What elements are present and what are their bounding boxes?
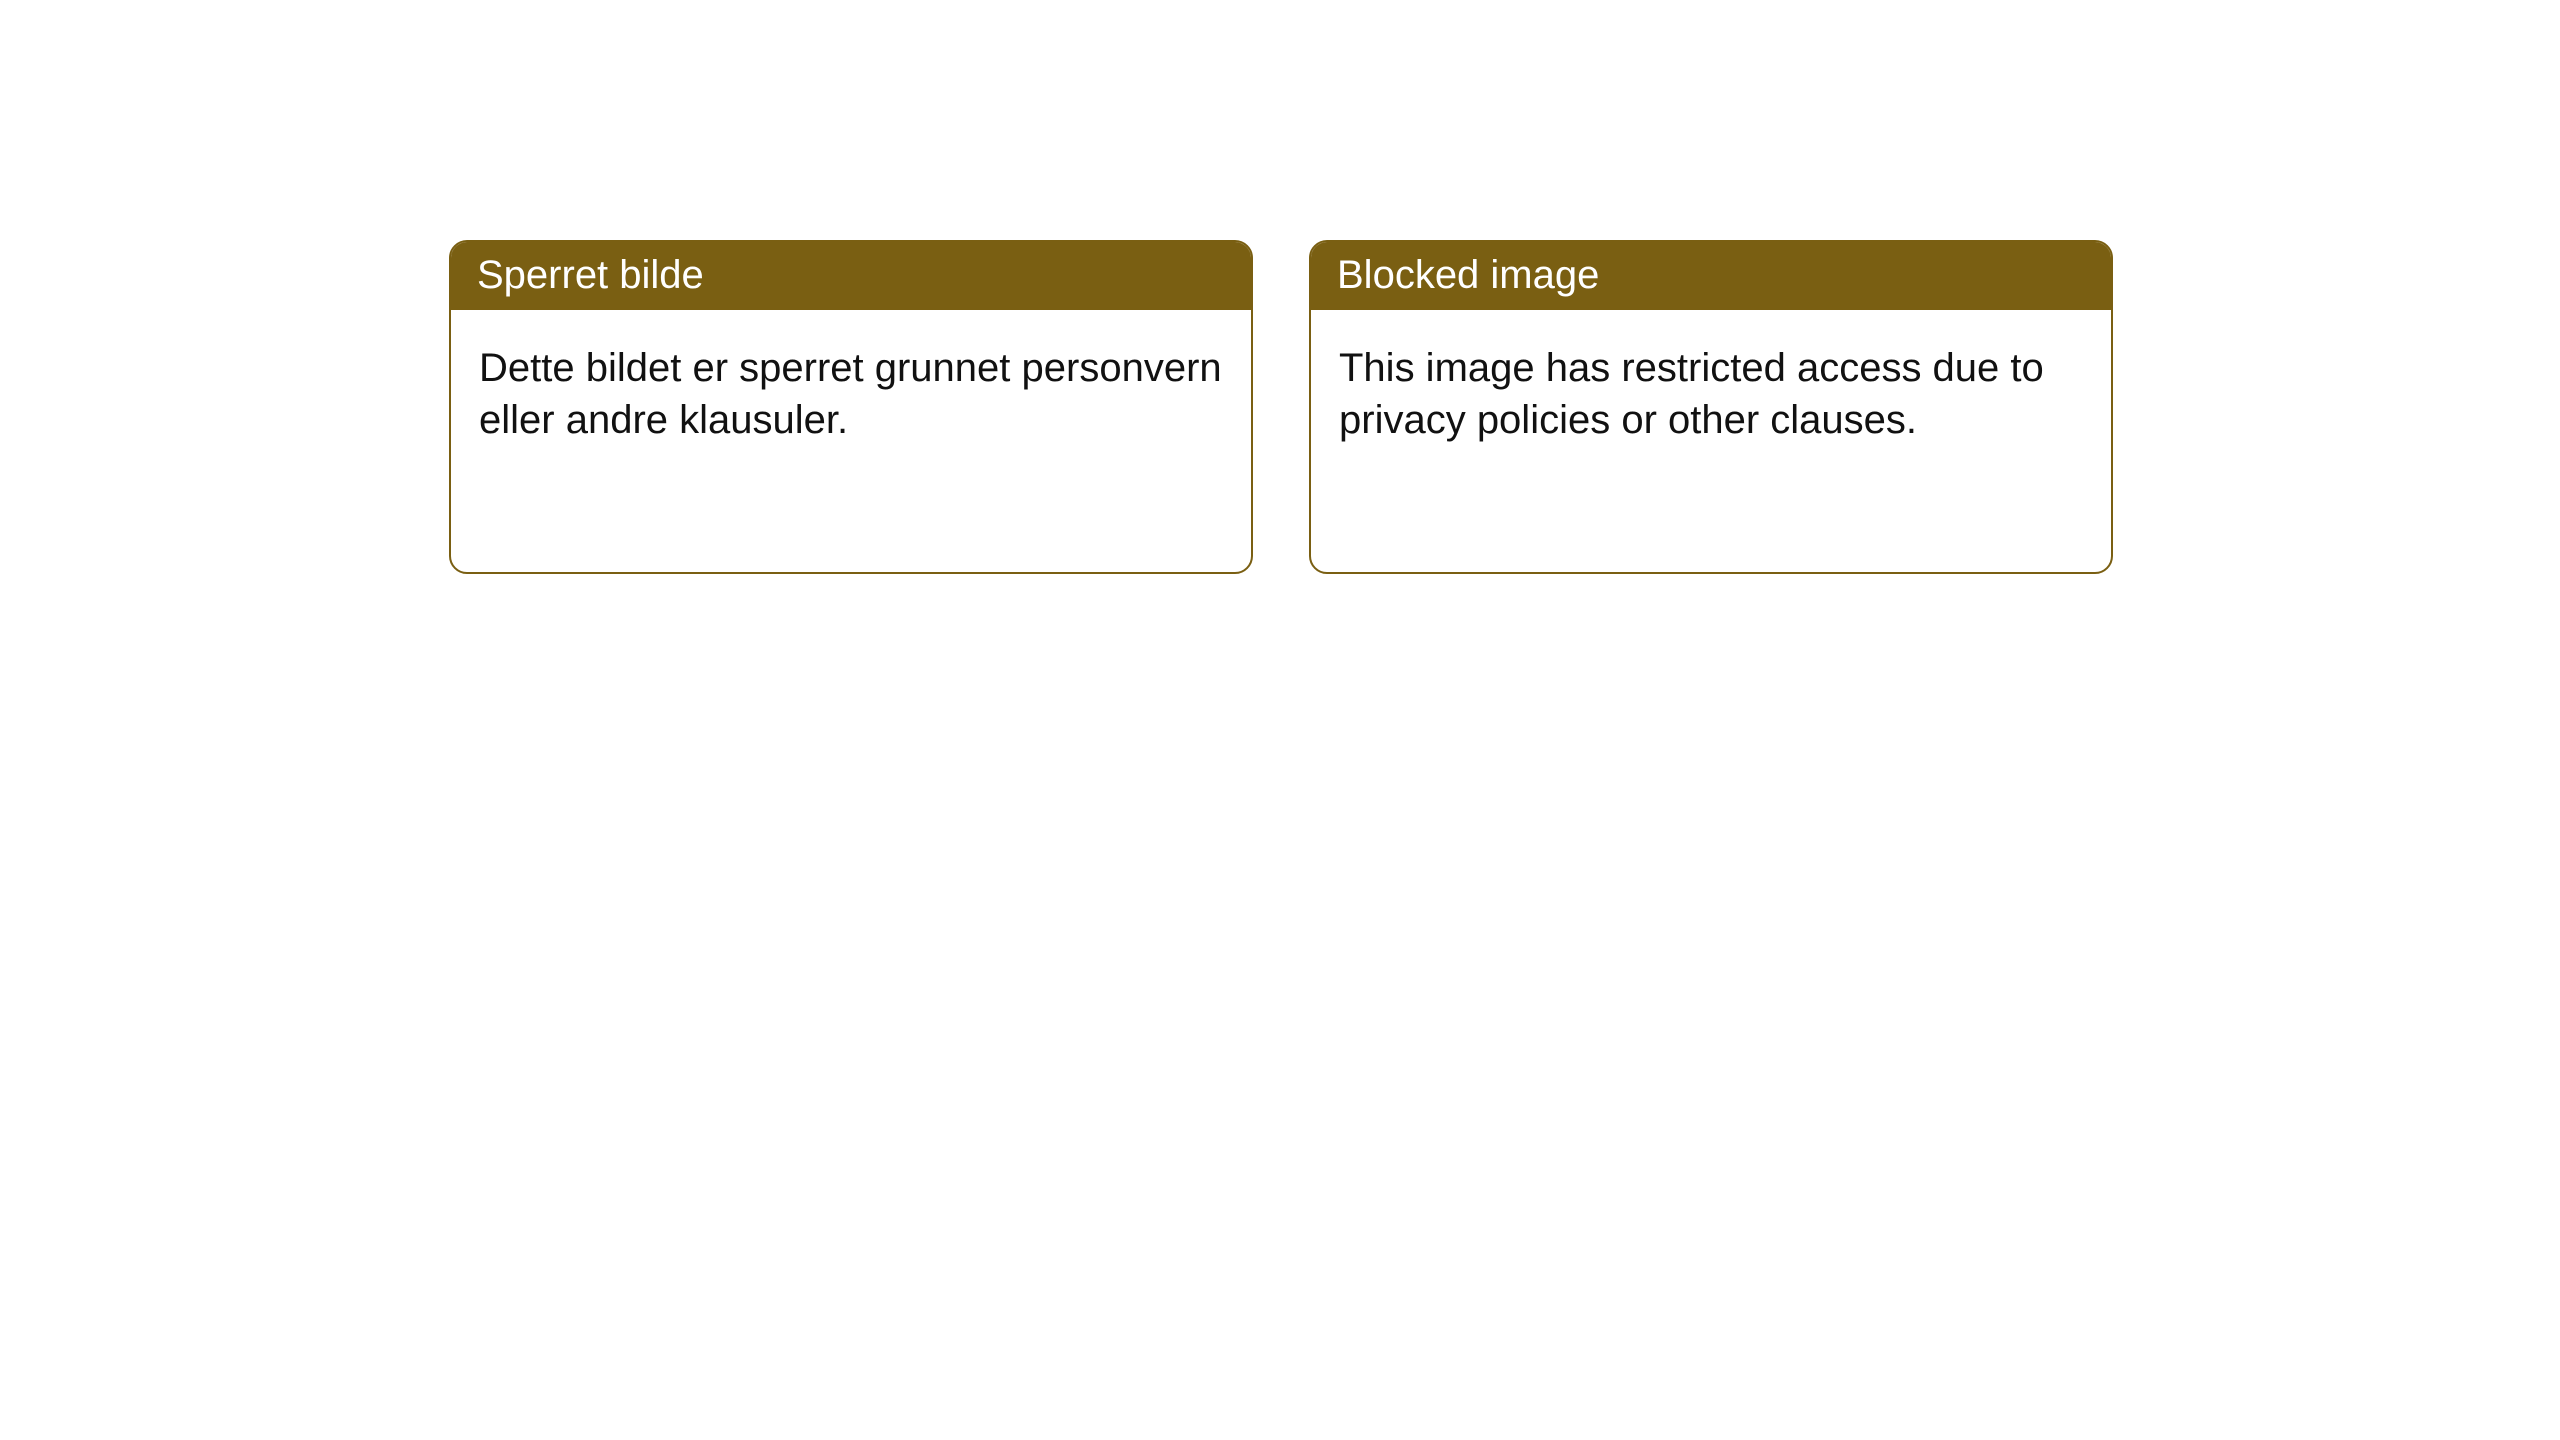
notice-card-english: Blocked image This image has restricted …	[1309, 240, 2113, 574]
notice-card-norwegian: Sperret bilde Dette bildet er sperret gr…	[449, 240, 1253, 574]
notice-body: This image has restricted access due to …	[1311, 310, 2111, 478]
notice-body: Dette bildet er sperret grunnet personve…	[451, 310, 1251, 478]
blocked-image-notices: Sperret bilde Dette bildet er sperret gr…	[449, 240, 2113, 574]
notice-title: Blocked image	[1311, 242, 2111, 310]
notice-title: Sperret bilde	[451, 242, 1251, 310]
